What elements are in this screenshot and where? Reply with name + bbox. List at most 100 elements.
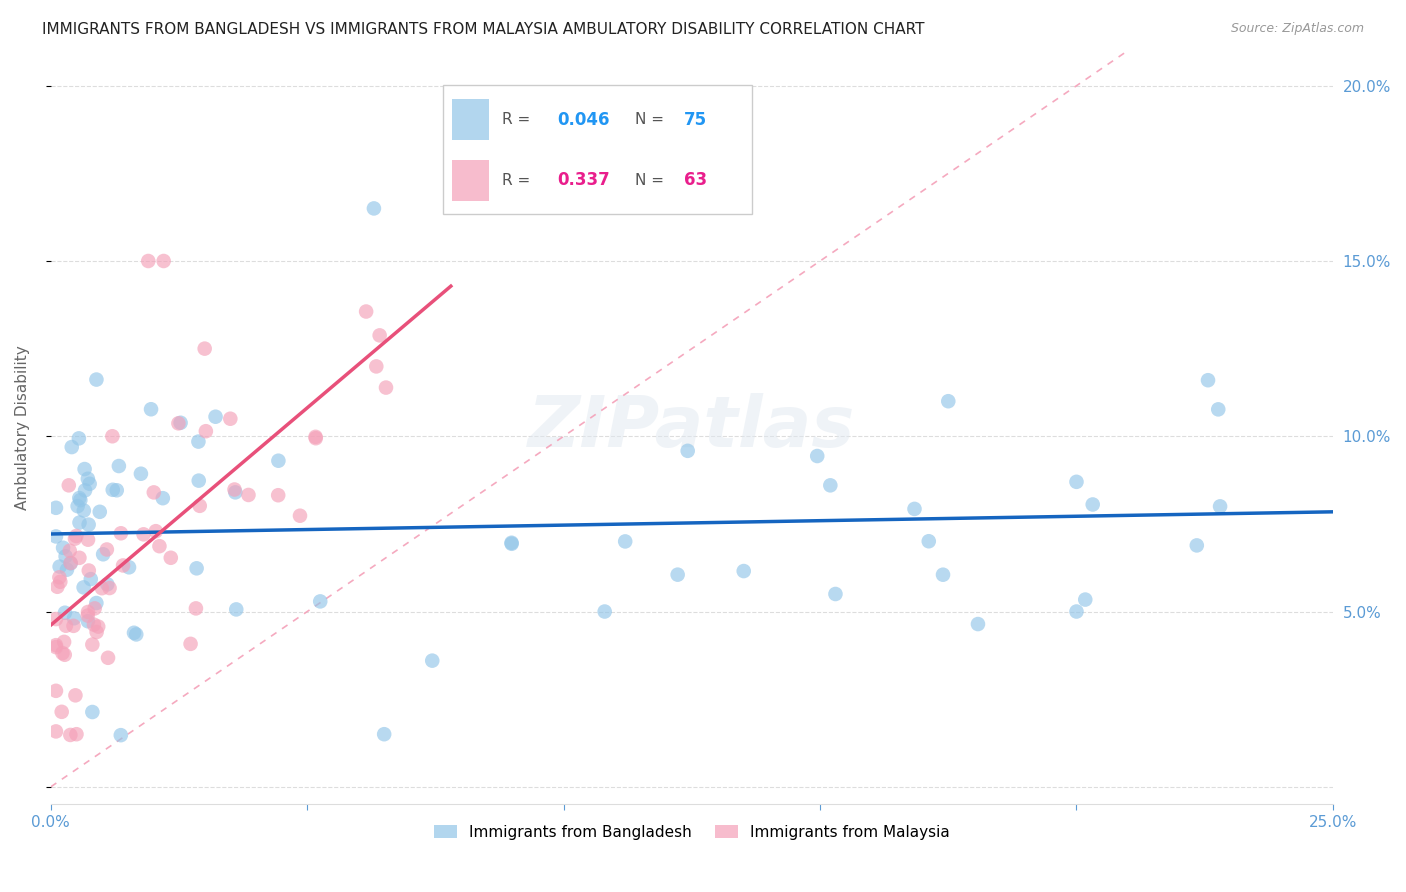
Point [91,547,114,561]
Point [967,617,990,632]
Point [309,594,332,608]
Point [73,483,96,498]
Point [375,381,398,395]
Point [46,580,69,594]
Point [45,638,67,652]
Point [152,254,174,268]
Point [79,476,101,491]
Point [80,572,103,586]
Text: Source: ZipAtlas.com: Source: ZipAtlas.com [1230,22,1364,36]
Point [97,650,120,665]
Text: 63: 63 [685,171,707,189]
Point [59,556,82,570]
Point [82,705,104,719]
Point [806,449,828,463]
Point [45,683,67,698]
Point [77,533,100,547]
Point [733,564,755,578]
Point [1066,605,1088,619]
Point [45,640,67,654]
Point [65,529,87,543]
Point [936,394,959,409]
Text: N =: N = [634,173,668,188]
Text: 75: 75 [685,111,707,128]
Point [1185,538,1208,552]
Point [108,458,131,473]
Point [53,606,76,620]
Point [125,627,148,641]
Point [1206,402,1229,417]
Text: R =: R = [502,173,534,188]
Point [60,440,83,454]
FancyBboxPatch shape [453,99,489,140]
Point [167,417,190,431]
Point [366,359,388,374]
Text: 0.337: 0.337 [557,171,610,189]
Point [110,526,132,541]
Point [225,602,247,616]
Text: 0.046: 0.046 [557,111,610,128]
Point [363,202,385,216]
Point [87,619,110,633]
Point [1074,592,1097,607]
Point [142,485,165,500]
Point [112,558,135,573]
Point [55,549,77,564]
Point [148,539,170,553]
Point [186,561,208,575]
Point [820,478,842,492]
Point [238,488,260,502]
Point [53,648,76,662]
Point [55,618,77,632]
Point [45,612,67,626]
Point [903,502,925,516]
Point [65,689,87,703]
Point [593,605,616,619]
Point [187,474,209,488]
Point [1066,475,1088,489]
Point [101,429,124,443]
Point [304,430,326,444]
Point [72,581,94,595]
Point [51,705,73,719]
Point [77,517,100,532]
Point [66,499,89,513]
Point [224,483,246,497]
Y-axis label: Ambulatory Disability: Ambulatory Disability [15,345,30,510]
Point [62,619,84,633]
Point [45,500,67,515]
Point [49,574,72,589]
Point [96,577,118,591]
Point [63,611,86,625]
Point [96,542,118,557]
Point [373,727,395,741]
Point [82,638,104,652]
Point [77,614,100,628]
Point [932,567,955,582]
Point [65,727,87,741]
Point [76,608,98,623]
Text: N =: N = [634,112,668,128]
Point [67,431,90,445]
Point [90,581,112,595]
Point [122,625,145,640]
Point [48,570,70,584]
Point [110,728,132,742]
Point [118,560,141,574]
Legend: Immigrants from Bangladesh, Immigrants from Malaysia: Immigrants from Bangladesh, Immigrants f… [427,819,956,846]
Point [288,508,311,523]
Point [101,483,124,497]
Point [180,637,202,651]
Point [169,416,191,430]
Point [204,409,226,424]
Point [77,605,100,619]
Point [105,483,128,498]
Point [918,534,941,549]
Point [56,563,79,577]
Point [89,505,111,519]
Point [48,559,70,574]
Point [305,431,328,445]
Point [59,556,82,570]
Point [45,529,67,543]
Point [152,491,174,506]
